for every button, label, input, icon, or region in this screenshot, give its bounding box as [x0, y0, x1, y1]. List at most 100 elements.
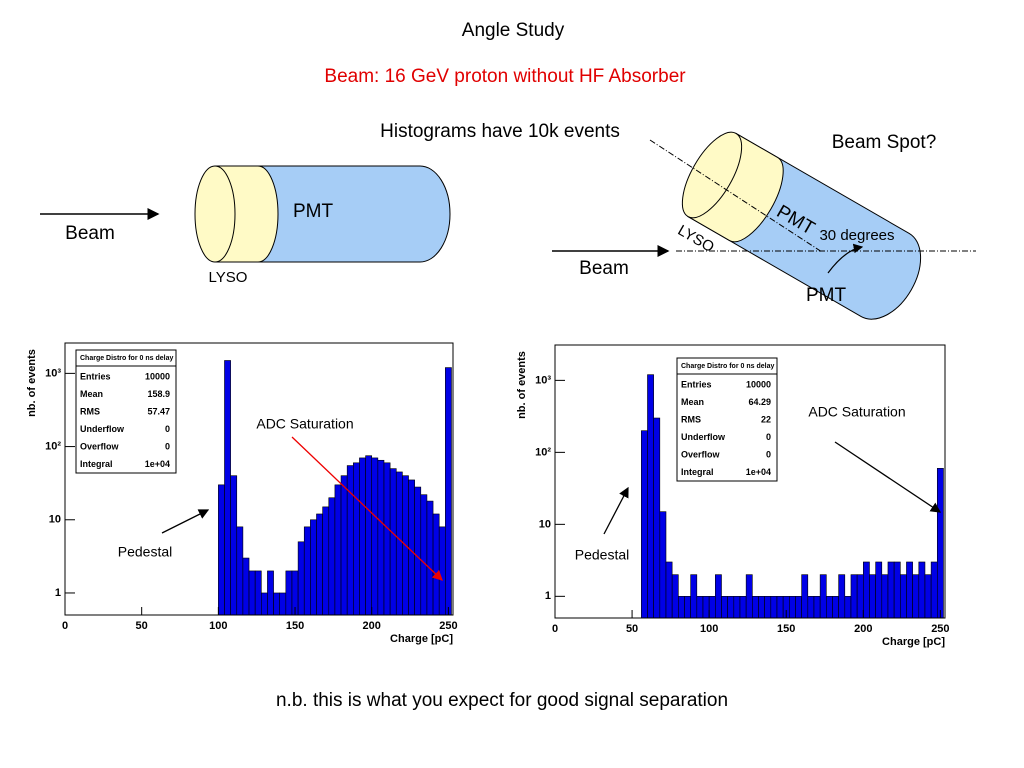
bar: [690, 574, 698, 619]
bar: [789, 596, 796, 619]
bar: [279, 592, 287, 616]
beam-spot-line: [649, 139, 823, 253]
stats-key: Entries: [681, 379, 712, 389]
bar: [285, 570, 293, 616]
lyso-crystal: [687, 132, 784, 243]
bar: [752, 596, 759, 619]
bar: [340, 475, 348, 616]
bar: [346, 465, 354, 616]
bar: [334, 484, 342, 616]
angle-label: 30 degrees: [819, 227, 894, 244]
bar: [267, 570, 274, 616]
bar: [918, 561, 926, 619]
bar: [912, 574, 920, 619]
stats-key: RMS: [80, 406, 100, 416]
bar: [254, 570, 262, 616]
x-tick-label: 200: [363, 620, 381, 632]
bar: [826, 596, 833, 619]
bar: [641, 430, 648, 619]
bar: [328, 497, 336, 616]
bar: [758, 596, 765, 619]
stats-key: Integral: [681, 467, 714, 477]
bar: [395, 471, 403, 616]
x-tick-label: 0: [62, 620, 68, 632]
stats-key: Entries: [80, 371, 111, 381]
bar: [659, 511, 667, 619]
stats-key: Overflow: [80, 441, 120, 451]
bar: [696, 596, 704, 619]
stats-value: 57.47: [147, 406, 170, 416]
bar: [801, 574, 809, 619]
bar: [924, 574, 932, 619]
bar: [303, 526, 311, 616]
plot-frame: [64, 342, 454, 616]
y-tick-label: 10: [49, 514, 61, 526]
bar: [671, 574, 679, 619]
stats-key: Underflow: [80, 424, 125, 434]
bar: [665, 561, 673, 619]
bar: [715, 574, 722, 619]
x-tick-label: 50: [626, 623, 638, 635]
pmt-caption: PMT: [806, 285, 847, 306]
bar: [733, 596, 741, 619]
bar: [242, 557, 250, 616]
bar: [838, 574, 846, 619]
x-tick-label: 0: [552, 623, 558, 635]
stats-value: 64.29: [748, 397, 771, 407]
bar: [856, 574, 864, 619]
x-tick-label: 150: [777, 623, 795, 635]
bar: [414, 486, 422, 616]
stats-key: Overflow: [681, 449, 721, 459]
bar: [647, 374, 654, 619]
bar: [426, 500, 434, 616]
x-axis-label: Charge [pC]: [390, 633, 453, 645]
bar: [236, 526, 244, 616]
pmt-label: PMT: [293, 201, 334, 222]
bar: [832, 596, 839, 619]
bar: [881, 574, 889, 619]
stats-value: 10000: [145, 371, 170, 381]
slide-title: Angle Study: [462, 20, 565, 41]
bar: [653, 417, 661, 619]
bar: [218, 484, 225, 616]
bar: [224, 360, 231, 616]
x-tick-label: 250: [931, 623, 949, 635]
bar: [365, 455, 373, 616]
saturation-arrow: [291, 436, 443, 581]
stats-frame: [75, 349, 177, 474]
bar: [359, 457, 366, 616]
x-tick-label: 250: [439, 620, 457, 632]
y-tick-label: 1: [545, 590, 551, 602]
stats-value: 0: [165, 441, 170, 451]
beam-spot-label: Beam Spot?: [832, 132, 937, 153]
bar: [297, 541, 305, 616]
bar: [813, 596, 821, 619]
bar: [875, 561, 883, 619]
x-tick-label: 200: [854, 623, 872, 635]
y-tick-label: 1: [55, 587, 61, 599]
stats-value: 22: [761, 414, 771, 424]
saturation-label: ADC Saturation: [256, 416, 353, 432]
bar: [887, 561, 895, 619]
bar: [432, 513, 440, 616]
bar: [727, 596, 735, 619]
slide-subtitle: Beam: 16 GeV proton without HF Absorber: [324, 66, 686, 87]
y-axis-label: nb. of events: [26, 349, 38, 417]
stats-title: Charge Distro for 0 ns delay: [80, 355, 173, 362]
bar: [936, 468, 944, 619]
bar: [261, 592, 268, 616]
bar: [721, 596, 728, 619]
plot-frame: [554, 344, 946, 619]
bar: [770, 596, 778, 619]
bar: [745, 574, 753, 619]
stats-value: 1e+04: [145, 459, 170, 469]
x-tick-label: 50: [136, 620, 148, 632]
angle-arrow: [827, 243, 864, 274]
bar: [310, 519, 317, 616]
bar: [445, 367, 452, 616]
stats-key: Underflow: [681, 432, 726, 442]
bar: [322, 506, 330, 616]
stats-value: 1e+04: [746, 467, 771, 477]
bar: [819, 574, 827, 619]
